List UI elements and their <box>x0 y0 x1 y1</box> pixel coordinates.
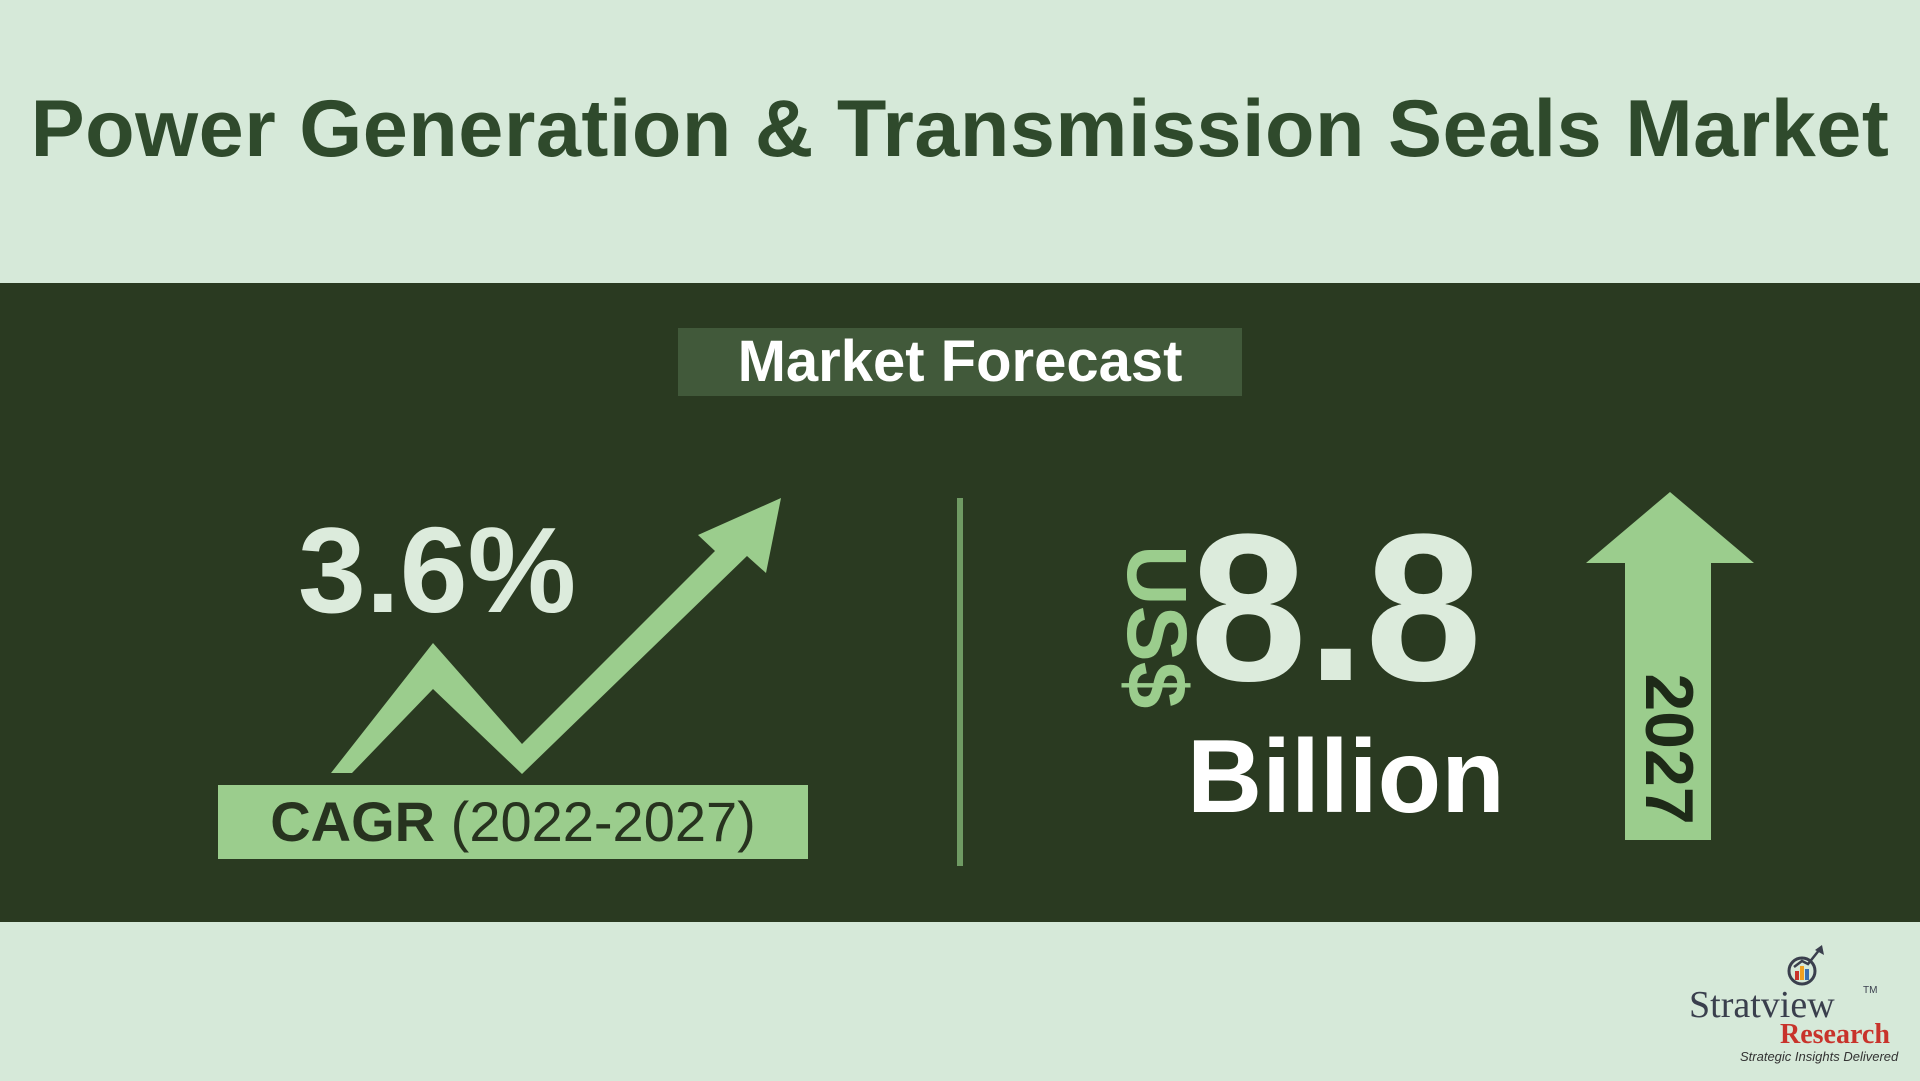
cagr-label-bold: CAGR <box>270 790 436 853</box>
divider <box>957 498 963 866</box>
up-arrow-icon <box>1586 492 1754 840</box>
logo-trademark: TM <box>1863 985 1878 996</box>
magnifier-chart-icon <box>1787 945 1824 986</box>
cagr-label-period: (2022-2027) <box>450 790 756 853</box>
cagr-value: 3.6% <box>298 502 577 638</box>
currency-label: US$ <box>1110 545 1204 709</box>
stratview-logo: Stratview TM Research Strategic Insights… <box>1680 945 1910 1071</box>
logo-tagline: Strategic Insights Delivered <box>1740 1049 1899 1064</box>
market-value: 8.8 <box>1190 490 1482 725</box>
logo-sub: Research <box>1780 1019 1890 1050</box>
trend-up-arrow-icon <box>331 498 781 774</box>
market-forecast-label: Market Forecast <box>678 328 1242 396</box>
cagr-label: CAGR (2022-2027) <box>218 785 808 859</box>
forecast-year: 2027 <box>1631 673 1707 825</box>
page-title: Power Generation & Transmission Seals Ma… <box>30 84 1890 174</box>
market-value-unit: Billion <box>1187 719 1505 835</box>
logo-name: Stratview <box>1689 984 1835 1026</box>
